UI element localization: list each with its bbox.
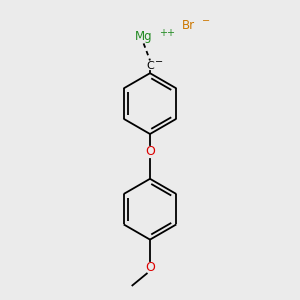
- Text: O: O: [145, 145, 155, 158]
- Text: ++: ++: [159, 28, 175, 38]
- Text: C: C: [146, 61, 154, 71]
- Text: O: O: [145, 261, 155, 274]
- Text: Mg: Mg: [135, 30, 152, 43]
- Text: −: −: [155, 57, 163, 67]
- Text: Br: Br: [182, 19, 195, 32]
- Text: −: −: [202, 16, 210, 26]
